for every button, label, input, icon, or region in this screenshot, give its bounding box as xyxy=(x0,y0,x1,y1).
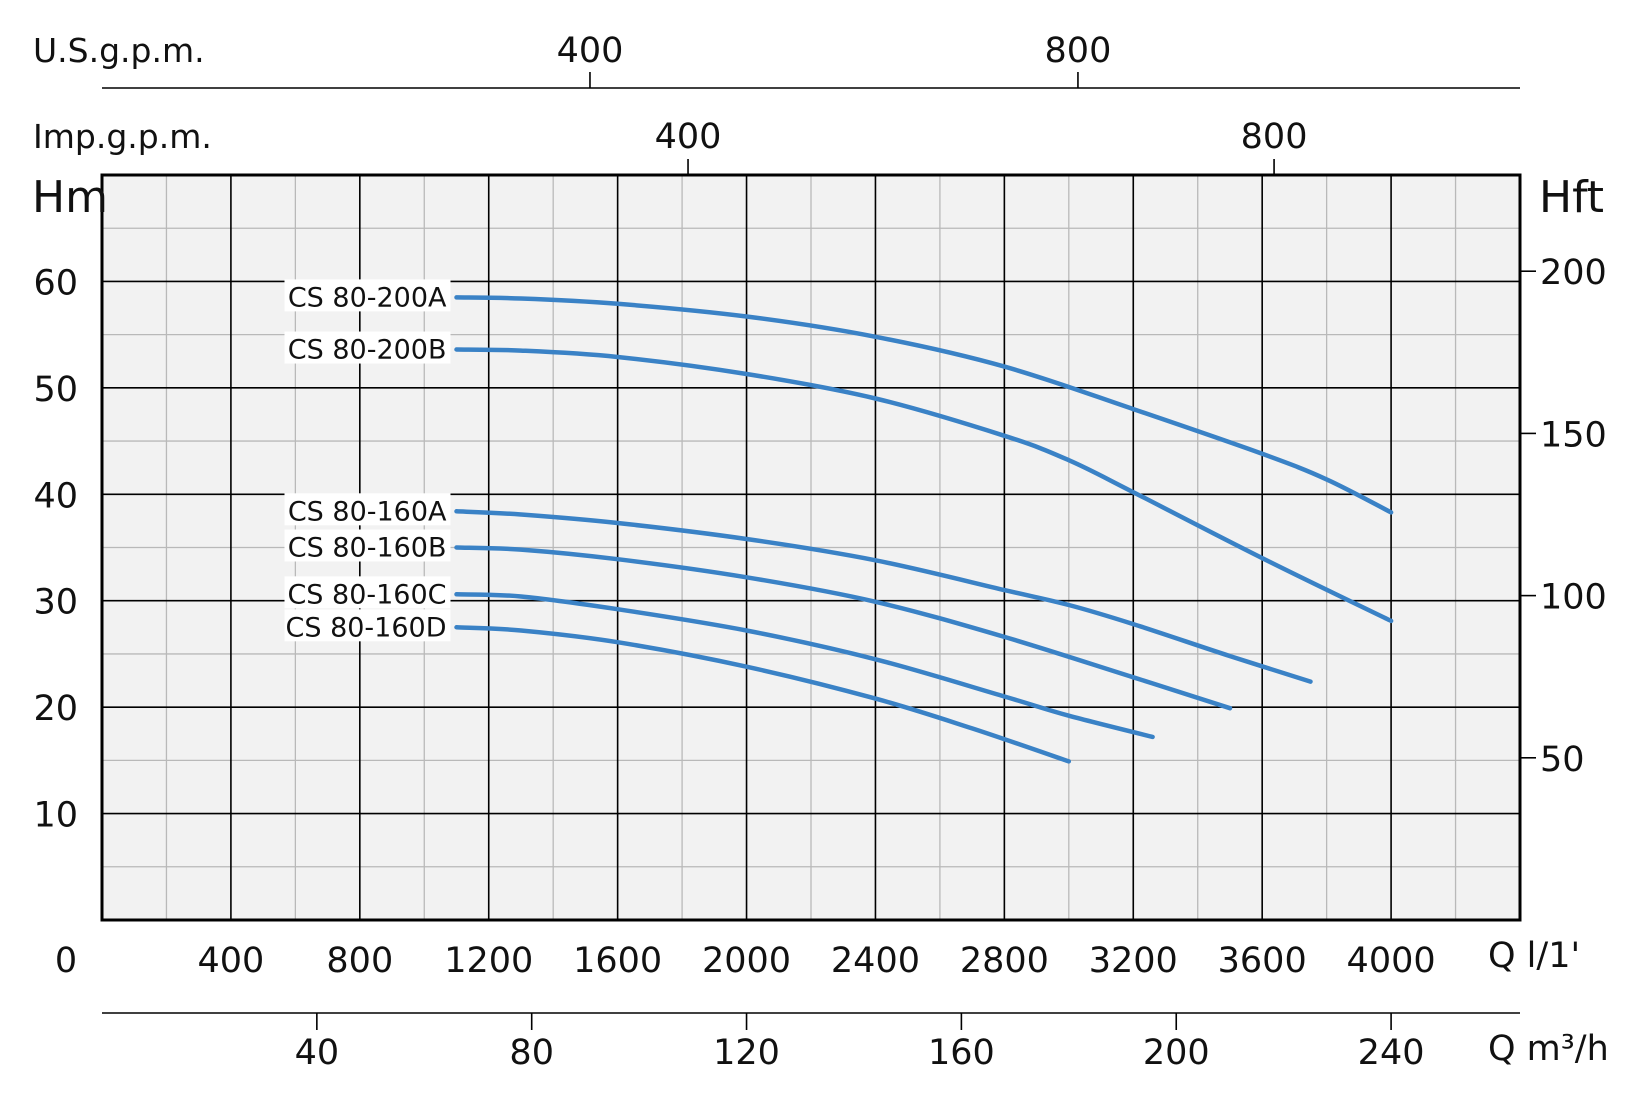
x-tick-label: 3600 xyxy=(1218,941,1307,981)
m3h-axis-unit-label: Q m³/h xyxy=(1488,1029,1609,1069)
x-tick-label: 2400 xyxy=(831,941,920,981)
x-tick-label: 2000 xyxy=(702,941,791,981)
series-label-background xyxy=(284,493,451,526)
m3h-tick-label: 160 xyxy=(928,1033,995,1073)
y-tick-label: 30 xyxy=(33,583,78,623)
usgpm-axis-unit-label: U.S.g.p.m. xyxy=(33,31,205,70)
impgpm-tick-label: 800 xyxy=(1241,117,1308,157)
series-label-background xyxy=(284,609,451,642)
m3h-tick-label: 240 xyxy=(1358,1033,1425,1073)
x-tick-label: 3200 xyxy=(1089,941,1178,981)
series-label-background xyxy=(284,529,451,562)
x-tick-label: 4000 xyxy=(1347,941,1436,981)
series-label-background xyxy=(284,331,451,364)
series-curve xyxy=(454,592,1155,740)
ft-tick-label: 50 xyxy=(1540,740,1585,780)
series-curve xyxy=(454,295,1394,515)
x-tick-label: 400 xyxy=(198,941,265,981)
usgpm-tick-label: 800 xyxy=(1045,31,1112,71)
y-tick-label: 60 xyxy=(33,263,78,303)
m3h-tick-label: 120 xyxy=(713,1033,780,1073)
usgpm-tick-label: 400 xyxy=(557,31,624,71)
x-tick-label: 1600 xyxy=(573,941,662,981)
series-label: CS 80-160B xyxy=(288,533,447,564)
ft-axis-unit-label: Hft xyxy=(1539,172,1604,223)
series-label: CS 80-200B xyxy=(288,335,447,366)
m3h-tick-label: 40 xyxy=(295,1033,340,1073)
x-tick-label: 1200 xyxy=(444,941,533,981)
ft-tick-label: 100 xyxy=(1540,578,1607,618)
ft-tick-label: 200 xyxy=(1540,253,1607,293)
series-label-background xyxy=(284,279,451,312)
y-axis-unit-label: Hm xyxy=(32,172,108,223)
series-label: CS 80-160A xyxy=(288,496,447,527)
series-curve xyxy=(454,545,1233,711)
ft-tick-label: 150 xyxy=(1540,415,1607,455)
x-tick-label: 800 xyxy=(326,941,393,981)
y-tick-label: 20 xyxy=(33,689,78,729)
series-curve xyxy=(454,347,1394,624)
m3h-tick-label: 80 xyxy=(509,1033,554,1073)
series-label: CS 80-160D xyxy=(286,612,447,643)
impgpm-tick-label: 400 xyxy=(655,117,722,157)
y-tick-label: 10 xyxy=(33,796,78,836)
x-axis-unit-label: Q l/1' xyxy=(1488,936,1580,976)
y-tick-label: 50 xyxy=(33,370,78,410)
series-label-background xyxy=(284,576,451,609)
x-tick-label: 0 xyxy=(55,941,77,981)
impgpm-axis-unit-label: Imp.g.p.m. xyxy=(33,117,212,156)
series-label: CS 80-200A xyxy=(288,282,447,313)
y-tick-label: 40 xyxy=(33,476,78,516)
series-curve xyxy=(454,625,1072,764)
m3h-tick-label: 200 xyxy=(1143,1033,1210,1073)
series-label: CS 80-160C xyxy=(287,579,446,610)
x-tick-label: 2800 xyxy=(960,941,1049,981)
plot-frame xyxy=(100,173,1522,922)
series-curve xyxy=(454,509,1313,684)
